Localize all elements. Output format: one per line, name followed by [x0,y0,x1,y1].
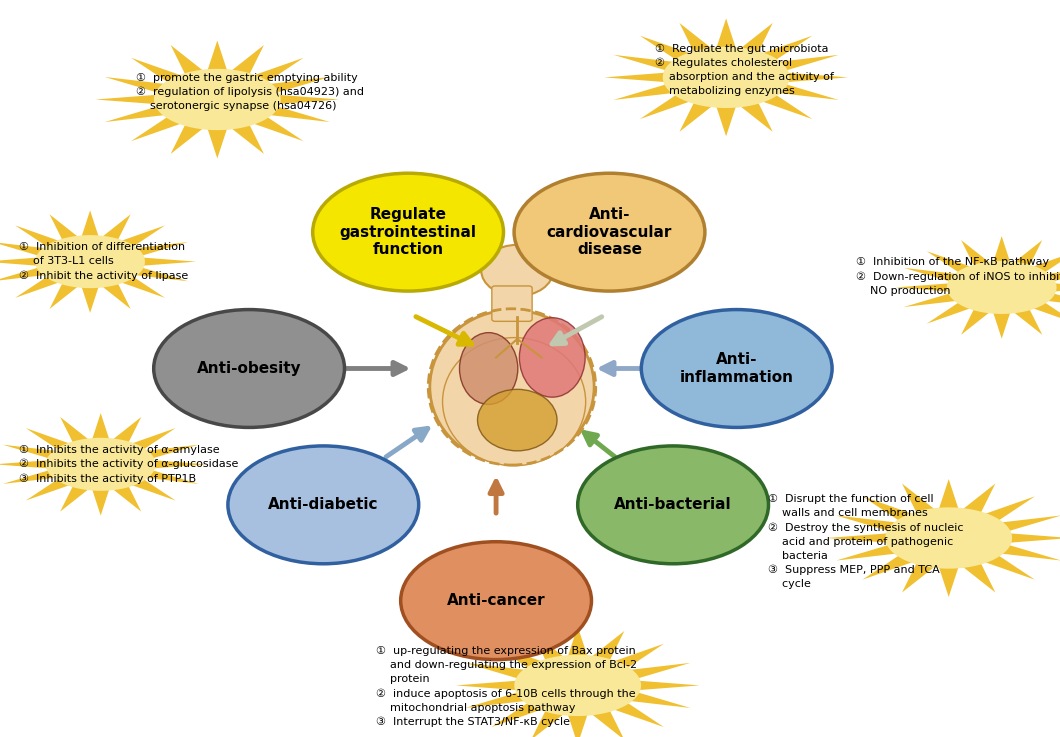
Ellipse shape [578,446,768,564]
Text: ①  Inhibition of differentiation
    of 3T3-L1 cells
②  Inhibit the activity of : ① Inhibition of differentiation of 3T3-L… [19,242,189,281]
Polygon shape [604,18,848,136]
Ellipse shape [514,173,705,291]
Ellipse shape [313,173,504,291]
Polygon shape [896,236,1060,339]
Text: Anti-bacterial: Anti-bacterial [615,497,731,512]
Polygon shape [827,479,1060,597]
Ellipse shape [443,338,586,466]
Text: Anti-cancer: Anti-cancer [446,593,546,608]
Text: Anti-
inflammation: Anti- inflammation [679,352,794,385]
Polygon shape [947,261,1057,314]
Text: ①  Inhibits the activity of α-amylase
②  Inhibits the activity of α-glucosidase
: ① Inhibits the activity of α-amylase ② I… [19,444,238,484]
Text: Anti-diabetic: Anti-diabetic [268,497,378,512]
Text: ①  Regulate the gut microbiota
②  Regulates cholesterol
    absorption and the a: ① Regulate the gut microbiota ② Regulate… [655,43,834,97]
Polygon shape [35,235,145,288]
Ellipse shape [481,245,553,296]
Text: ①  promote the gastric emptying ability
②  regulation of lipolysis (hsa04923) an: ① promote the gastric emptying ability ②… [136,73,364,111]
Text: Anti-
cardiovascular
disease: Anti- cardiovascular disease [547,207,672,257]
FancyBboxPatch shape [492,286,532,321]
Polygon shape [46,438,156,491]
Text: Anti-obesity: Anti-obesity [197,361,301,376]
Text: ①  Disrupt the function of cell
    walls and cell membranes
②  Destroy the synt: ① Disrupt the function of cell walls and… [768,494,964,590]
Polygon shape [0,210,196,313]
Polygon shape [154,69,281,130]
Ellipse shape [641,310,832,427]
Ellipse shape [401,542,591,660]
Text: Regulate
gastrointestinal
function: Regulate gastrointestinal function [339,207,477,257]
Text: ①  up-regulating the expression of Bax protein
    and down-regulating the expre: ① up-regulating the expression of Bax pr… [376,646,637,727]
Ellipse shape [460,332,517,405]
Ellipse shape [429,310,594,464]
Ellipse shape [519,318,585,397]
Polygon shape [514,654,641,716]
Polygon shape [0,413,207,516]
Ellipse shape [477,389,558,451]
Polygon shape [885,507,1012,569]
Ellipse shape [154,310,344,427]
Polygon shape [456,626,700,737]
Text: ①  Inhibition of the NF-κB pathway
②  Down-regulation of iNOS to inhibit
    NO : ① Inhibition of the NF-κB pathway ② Down… [856,257,1060,296]
Ellipse shape [228,446,419,564]
Polygon shape [95,41,339,158]
Polygon shape [662,46,790,108]
